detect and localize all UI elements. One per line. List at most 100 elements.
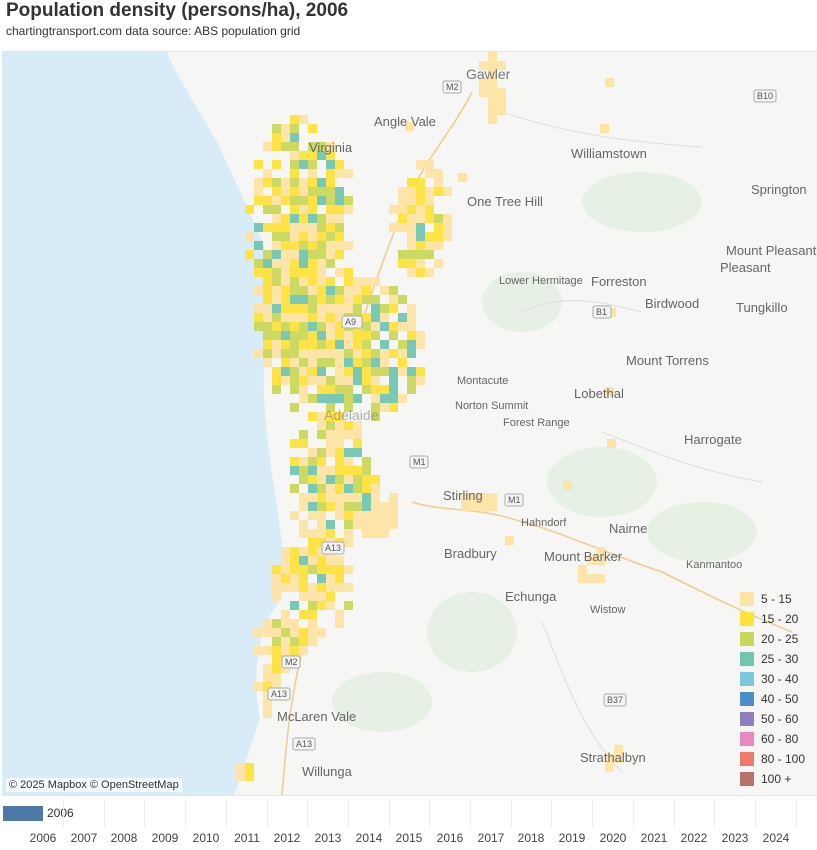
density-cell[interactable] [317, 232, 326, 241]
density-cell[interactable] [353, 295, 362, 304]
density-cell[interactable] [263, 313, 272, 322]
density-cell[interactable] [344, 295, 353, 304]
density-cell[interactable] [407, 304, 416, 313]
density-cell[interactable] [290, 133, 299, 142]
density-cell[interactable] [326, 304, 335, 313]
timeline-year[interactable]: 2021 [640, 831, 668, 845]
density-cell[interactable] [308, 277, 317, 286]
density-cell[interactable] [443, 232, 452, 241]
density-cell[interactable] [335, 439, 344, 448]
density-cell[interactable] [353, 448, 362, 457]
density-cell[interactable] [371, 520, 380, 529]
density-cell[interactable] [407, 223, 416, 232]
density-cell[interactable] [389, 223, 398, 232]
density-cell[interactable] [326, 205, 335, 214]
density-cell[interactable] [353, 304, 362, 313]
density-cell[interactable] [326, 241, 335, 250]
density-cell[interactable] [326, 592, 335, 601]
density-cell[interactable] [308, 295, 317, 304]
density-cell[interactable] [362, 376, 371, 385]
density-cell[interactable] [290, 457, 299, 466]
density-cell[interactable] [335, 313, 344, 322]
density-cell[interactable] [587, 574, 596, 583]
density-cell[interactable] [371, 493, 380, 502]
density-cell[interactable] [434, 187, 443, 196]
density-cell[interactable] [272, 376, 281, 385]
density-cell[interactable] [380, 394, 389, 403]
density-cell[interactable] [416, 160, 425, 169]
density-cell[interactable] [308, 637, 317, 646]
timeline-year[interactable]: 2018 [517, 831, 545, 845]
density-cell[interactable] [353, 439, 362, 448]
density-cell[interactable] [299, 178, 308, 187]
density-cell[interactable] [317, 538, 326, 547]
density-cell[interactable] [434, 259, 443, 268]
density-cell[interactable] [362, 322, 371, 331]
density-cell[interactable] [434, 178, 443, 187]
density-cell[interactable] [290, 574, 299, 583]
density-cell[interactable] [299, 367, 308, 376]
density-cell[interactable] [344, 484, 353, 493]
density-cell[interactable] [470, 502, 479, 511]
density-cell[interactable] [425, 169, 434, 178]
density-cell[interactable] [371, 475, 380, 484]
density-cell[interactable] [362, 520, 371, 529]
density-cell[interactable] [458, 173, 467, 182]
density-cell[interactable] [308, 259, 317, 268]
density-cell[interactable] [317, 376, 326, 385]
density-cell[interactable] [299, 331, 308, 340]
density-cell[interactable] [272, 133, 281, 142]
density-cell[interactable] [371, 367, 380, 376]
density-cell[interactable] [362, 349, 371, 358]
density-cell[interactable] [299, 565, 308, 574]
density-cell[interactable] [578, 565, 587, 574]
density-cell[interactable] [371, 322, 380, 331]
density-cell[interactable] [344, 538, 353, 547]
density-cell[interactable] [299, 277, 308, 286]
density-cell[interactable] [398, 349, 407, 358]
density-cell[interactable] [407, 259, 416, 268]
density-cell[interactable] [254, 187, 263, 196]
density-cell[interactable] [407, 178, 416, 187]
density-cell[interactable] [398, 394, 407, 403]
density-cell[interactable] [326, 529, 335, 538]
density-cell[interactable] [308, 610, 317, 619]
density-cell[interactable] [407, 385, 416, 394]
density-cell[interactable] [371, 277, 380, 286]
density-cell[interactable] [335, 493, 344, 502]
density-cell[interactable] [317, 430, 326, 439]
density-cell[interactable] [290, 646, 299, 655]
density-cell[interactable] [299, 205, 308, 214]
density-cell[interactable] [416, 232, 425, 241]
density-cell[interactable] [254, 160, 263, 169]
density-cell[interactable] [398, 223, 407, 232]
density-cell[interactable] [272, 367, 281, 376]
density-cell[interactable] [272, 223, 281, 232]
density-cell[interactable] [299, 385, 308, 394]
density-cell[interactable] [371, 394, 380, 403]
density-cell[interactable] [398, 187, 407, 196]
density-cell[interactable] [272, 241, 281, 250]
density-cell[interactable] [389, 331, 398, 340]
density-cell[interactable] [308, 286, 317, 295]
density-cell[interactable] [326, 565, 335, 574]
density-cell[interactable] [344, 286, 353, 295]
density-cell[interactable] [344, 511, 353, 520]
density-cell[interactable] [272, 295, 281, 304]
legend-item[interactable]: 15 - 20 [740, 609, 816, 629]
density-cell[interactable] [479, 88, 488, 97]
density-cell[interactable] [308, 376, 317, 385]
density-cell[interactable] [326, 322, 335, 331]
timeline-year[interactable]: 2009 [151, 831, 179, 845]
density-cell[interactable] [335, 196, 344, 205]
density-cell[interactable] [317, 628, 326, 637]
timeline-year[interactable]: 2015 [395, 831, 423, 845]
density-cell[interactable] [290, 259, 299, 268]
density-cell[interactable] [335, 619, 344, 628]
density-cell[interactable] [563, 481, 572, 490]
density-cell[interactable] [308, 169, 317, 178]
density-cell[interactable] [578, 574, 587, 583]
density-cell[interactable] [335, 250, 344, 259]
map-attribution[interactable]: © 2025 Mapbox © OpenStreetMap [6, 778, 182, 792]
density-cell[interactable] [353, 484, 362, 493]
